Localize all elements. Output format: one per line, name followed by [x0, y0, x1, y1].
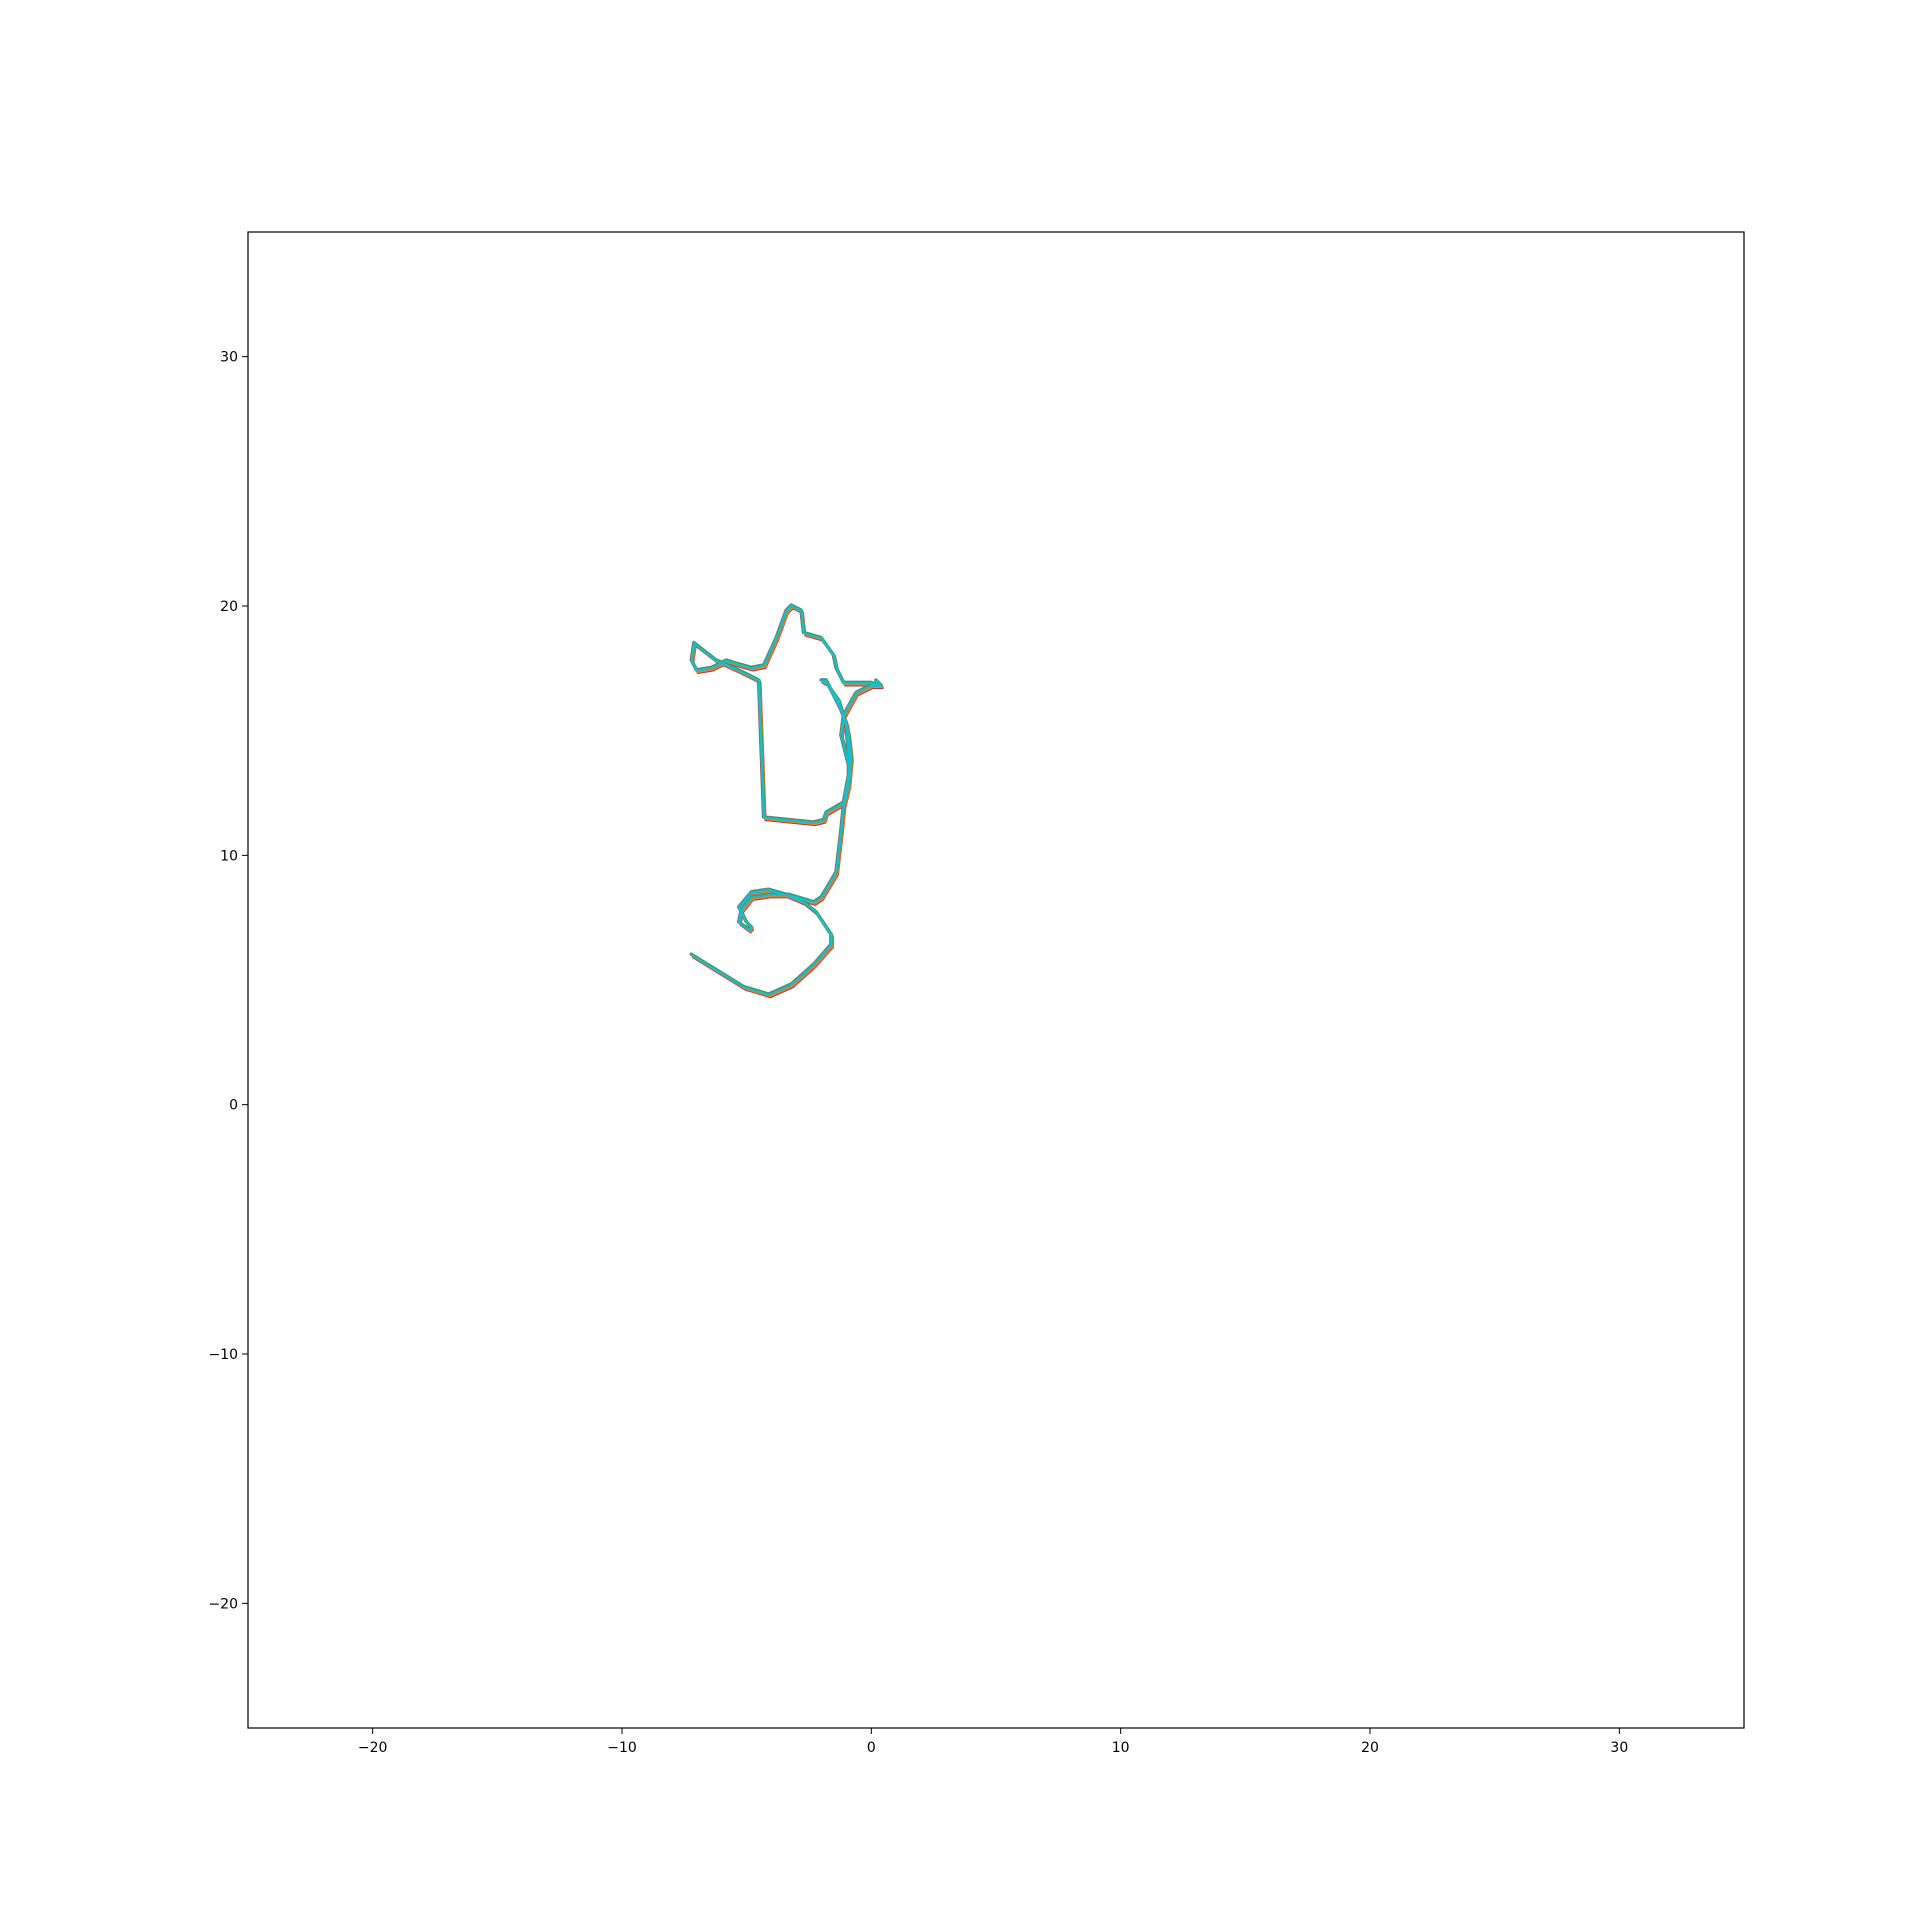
series-line-6 [690, 604, 883, 997]
y-tick-label: 0 [229, 1098, 238, 1114]
x-tick-label: 10 [1112, 1740, 1130, 1756]
y-tick-label: 10 [220, 848, 238, 864]
x-axis: −20 −10 0 10 20 30 [358, 1728, 1628, 1756]
y-axis: −20 −10 0 10 20 30 [208, 350, 248, 1612]
x-tick-label: 0 [867, 1740, 876, 1756]
y-tick-label: −10 [208, 1347, 238, 1363]
x-tick-label: 20 [1361, 1740, 1379, 1756]
x-tick-label: 30 [1610, 1740, 1628, 1756]
y-tick-label: 20 [220, 599, 238, 615]
x-tick-label: −20 [358, 1740, 388, 1756]
y-tick-label: 30 [220, 350, 238, 366]
series-layer [689, 603, 884, 999]
plot-area-frame [247, 231, 1745, 1729]
x-tick-label: −10 [607, 1740, 637, 1756]
y-tick-label: −20 [208, 1596, 238, 1612]
